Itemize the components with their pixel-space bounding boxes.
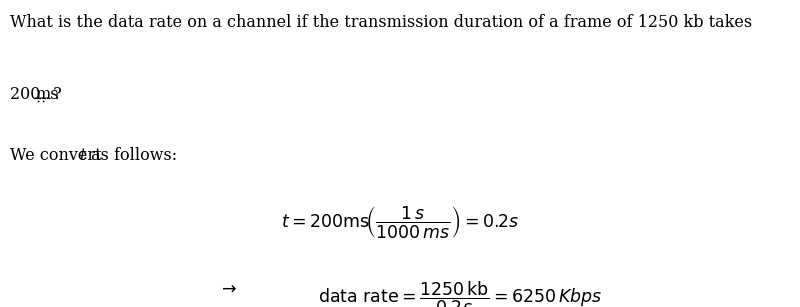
Text: as follows:: as follows:: [86, 147, 177, 164]
Text: What is the data rate on a channel if the transmission duration of a frame of 12: What is the data rate on a channel if th…: [10, 14, 752, 31]
Text: ms: ms: [35, 86, 58, 103]
Text: t: t: [79, 147, 86, 164]
Text: $\rightarrow$: $\rightarrow$: [218, 279, 238, 296]
Text: We convert: We convert: [10, 147, 106, 164]
Text: 200: 200: [10, 86, 45, 103]
Text: ?: ?: [47, 86, 62, 103]
Text: $t = 200\mathrm{ms}\!\left(\dfrac{1\,s}{1000\,\mathit{ms}}\right) = 0.2s$: $t = 200\mathrm{ms}\!\left(\dfrac{1\,s}{…: [281, 204, 519, 240]
Text: $\mathrm{data\ rate} = \dfrac{1250\,\mathrm{kb}}{0.2\mathit{s}} = 6250\,\mathit{: $\mathrm{data\ rate} = \dfrac{1250\,\mat…: [318, 279, 602, 307]
